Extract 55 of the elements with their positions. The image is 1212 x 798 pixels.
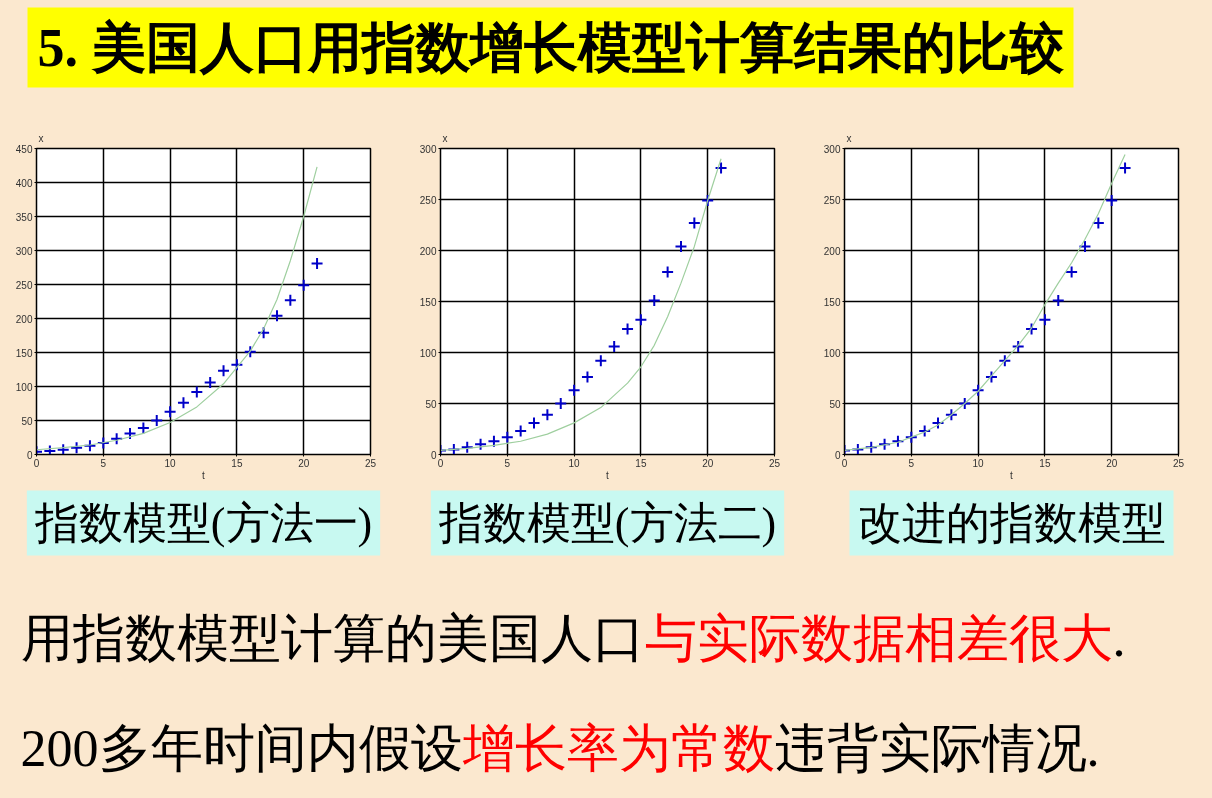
x-tick-label: 5 <box>908 457 915 469</box>
y-tick-label: 50 <box>425 398 437 410</box>
text: 改进的指数模型 <box>857 498 1166 548</box>
y-axis-title: x <box>38 132 44 144</box>
x-tick-label: 10 <box>972 457 985 469</box>
y-tick-label: 100 <box>419 347 437 359</box>
y-tick-label: 100 <box>823 347 841 359</box>
y-tick-label: 400 <box>15 177 33 189</box>
y-tick-label: 0 <box>430 449 437 461</box>
y-tick-label: 200 <box>823 245 841 257</box>
y-axis-title: x <box>846 132 852 144</box>
x-tick-label: 15 <box>231 457 243 469</box>
x-tick-label: 10 <box>164 457 177 469</box>
y-tick-label: 300 <box>823 143 841 155</box>
y-tick-label: 200 <box>419 245 437 257</box>
y-tick-label: 50 <box>21 415 33 427</box>
y-tick-label: 200 <box>15 313 33 325</box>
x-axis-title: t <box>1010 469 1014 481</box>
x-tick-label: 20 <box>1106 457 1118 469</box>
text: 指数模型(方法一) <box>33 498 373 548</box>
y-tick-label: 0 <box>26 449 33 461</box>
y-axis-title: x <box>442 132 448 144</box>
text: 用指数模型计算的美国人口 <box>20 610 645 667</box>
x-tick-label: 25 <box>364 457 377 469</box>
x-axis-title: t <box>202 469 206 481</box>
text: 与实际数据相差很大 <box>644 610 1113 667</box>
x-axis-title: t <box>606 469 610 481</box>
y-tick-label: 150 <box>823 296 841 308</box>
x-tick-label: 10 <box>568 457 581 469</box>
x-tick-label: 15 <box>1039 457 1051 469</box>
y-tick-label: 250 <box>823 194 841 206</box>
y-tick-label: 250 <box>15 279 33 291</box>
text: 增长率为常数 <box>461 720 775 777</box>
text: . <box>1112 610 1126 667</box>
x-tick-label: 15 <box>635 457 647 469</box>
y-tick-label: 100 <box>15 381 33 393</box>
x-tick-label: 5 <box>100 457 107 469</box>
y-tick-label: 0 <box>834 449 841 461</box>
x-tick-label: 25 <box>768 457 781 469</box>
y-tick-label: 150 <box>15 347 33 359</box>
x-tick-label: 5 <box>504 457 511 469</box>
text: 违背实际情况. <box>774 720 1100 777</box>
text: 200多年时间内假设 <box>20 720 463 777</box>
text: 5. 美国人口用指数增长模型计算结果的比较 <box>37 17 1065 78</box>
y-tick-label: 450 <box>15 143 33 155</box>
x-tick-label: 20 <box>702 457 714 469</box>
text: 指数模型(方法二) <box>437 498 777 548</box>
y-tick-label: 350 <box>15 211 33 223</box>
x-tick-label: 25 <box>1172 457 1185 469</box>
y-tick-label: 50 <box>829 398 841 410</box>
y-tick-label: 150 <box>419 296 437 308</box>
y-tick-label: 300 <box>15 245 33 257</box>
x-tick-label: 20 <box>298 457 310 469</box>
y-tick-label: 300 <box>419 143 437 155</box>
y-tick-label: 250 <box>419 194 437 206</box>
